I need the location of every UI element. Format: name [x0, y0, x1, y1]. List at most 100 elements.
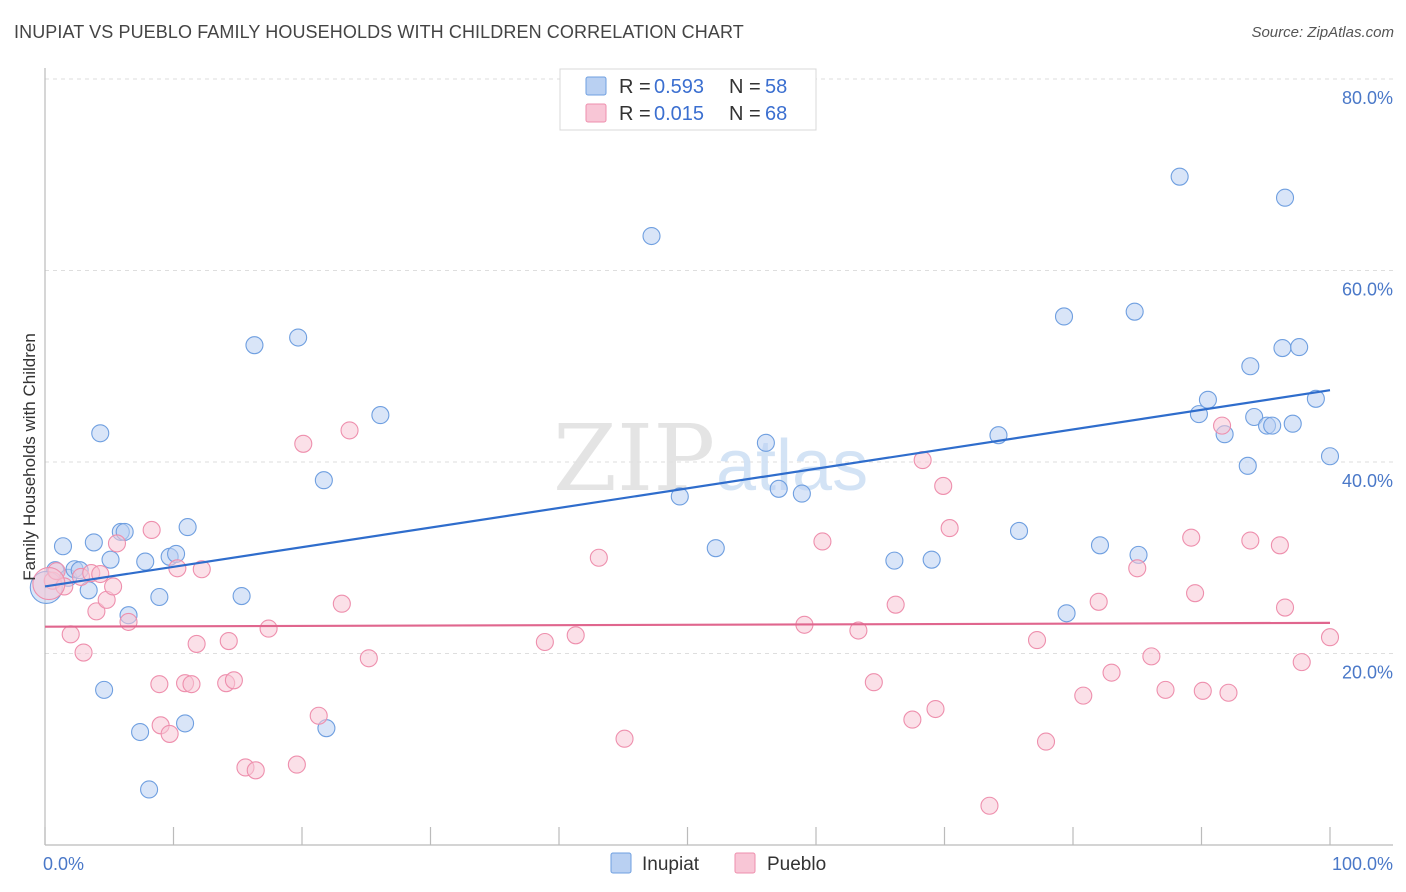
point-pueblo [980, 796, 999, 815]
trend-line-inupiat [44, 389, 1331, 588]
point-inupiat [140, 780, 159, 799]
point-inupiat [922, 550, 941, 569]
point-inupiat [178, 518, 197, 537]
trend-layer [44, 389, 1331, 628]
point-inupiat [91, 424, 110, 443]
point-pueblo [74, 643, 93, 662]
point-inupiat [756, 433, 775, 452]
point-pueblo [1036, 732, 1056, 751]
point-pueblo [940, 519, 959, 538]
legend-n-label-pueblo: N = [729, 103, 761, 125]
watermark: ZIP atlas [553, 405, 868, 512]
point-inupiat [1238, 456, 1257, 475]
point-pueblo [294, 434, 313, 453]
legend-r-label-pueblo: R = [619, 103, 651, 125]
legend-r-value-inupiat: 0.593 [654, 76, 704, 98]
point-inupiat [885, 551, 904, 570]
point-inupiat [1198, 390, 1217, 409]
point-inupiat [1009, 521, 1029, 540]
point-inupiat [1290, 338, 1309, 357]
point-pueblo [107, 534, 127, 553]
point-inupiat [1275, 188, 1295, 207]
point-pueblo [1074, 686, 1093, 705]
y-tick-label: 20.0% [1342, 663, 1393, 683]
point-inupiat [1320, 447, 1340, 466]
point-pueblo [332, 594, 351, 613]
point-pueblo [1027, 631, 1047, 650]
bottom-legend-label-inupiat: Inupiat [642, 854, 700, 875]
point-inupiat [245, 336, 264, 355]
legend-r-label-inupiat: R = [619, 76, 651, 98]
point-pueblo [61, 625, 80, 644]
point-inupiat [101, 550, 120, 569]
point-pueblo [142, 520, 161, 540]
point-pueblo [1102, 663, 1121, 682]
y-tick-label: 40.0% [1342, 471, 1393, 491]
trend-line-pueblo [44, 621, 1331, 628]
point-inupiat [670, 487, 689, 506]
point-pueblo [1270, 536, 1289, 555]
axis-layer: 20.0% 40.0% 60.0% 80.0% 0.0% 100.0% [43, 68, 1393, 874]
point-pueblo [1128, 559, 1147, 578]
point-inupiat [1283, 414, 1302, 433]
point-pueblo [259, 619, 278, 638]
point-pueblo [1089, 592, 1108, 611]
point-pueblo [160, 724, 179, 743]
point-pueblo [1156, 680, 1175, 699]
point-inupiat [176, 714, 195, 733]
points-layer [29, 167, 1340, 815]
legend-n-value-pueblo: 68 [765, 103, 787, 125]
point-pueblo [309, 706, 328, 725]
point-pueblo [246, 761, 265, 780]
point-pueblo [566, 626, 585, 645]
legend-n-label-inupiat: N = [729, 76, 761, 98]
point-pueblo [1193, 681, 1212, 700]
point-pueblo [104, 577, 123, 596]
point-pueblo [1213, 416, 1232, 435]
legend-n-value-inupiat: 58 [765, 76, 787, 98]
point-pueblo [849, 621, 868, 640]
bottom-legend-label-pueblo: Pueblo [767, 854, 826, 875]
point-inupiat [289, 328, 308, 347]
point-pueblo [168, 559, 187, 578]
point-inupiat [642, 226, 661, 246]
point-inupiat [314, 471, 333, 490]
legend-r-value-pueblo: 0.015 [654, 103, 704, 125]
point-inupiat [371, 406, 390, 425]
point-inupiat [232, 586, 251, 606]
point-pueblo [864, 673, 883, 692]
point-pueblo [934, 476, 953, 495]
point-inupiat [79, 581, 98, 600]
y-tick-label: 60.0% [1342, 280, 1393, 300]
x-tick-label-min: 0.0% [43, 854, 84, 874]
point-pueblo [192, 560, 211, 579]
bottom-legend-swatch-pueblo [734, 852, 756, 874]
point-pueblo [1219, 683, 1238, 702]
point-pueblo [615, 729, 634, 748]
point-pueblo [1186, 584, 1205, 603]
point-inupiat [150, 587, 169, 607]
y-axis-label: Family Households with Children [20, 333, 39, 581]
x-tick-label-max: 100.0% [1332, 854, 1393, 874]
point-pueblo [589, 548, 608, 567]
point-pueblo [150, 675, 169, 694]
legend-box: R = 0.593 N = 58 R = 0.015 N = 68 [559, 68, 817, 131]
point-inupiat [1306, 389, 1325, 408]
point-pueblo [1292, 653, 1311, 672]
point-inupiat [53, 537, 73, 556]
chart-title: INUPIAT VS PUEBLO FAMILY HOUSEHOLDS WITH… [14, 22, 744, 42]
watermark-atlas: atlas [716, 426, 868, 506]
y-tick-label: 80.0% [1342, 88, 1393, 108]
point-inupiat [1054, 307, 1074, 326]
point-pueblo [287, 755, 306, 774]
legend-swatch-pueblo [585, 103, 607, 123]
point-inupiat [792, 484, 811, 503]
point-pueblo [926, 699, 945, 719]
point-inupiat [1090, 536, 1110, 555]
point-pueblo [224, 671, 243, 690]
point-pueblo [1275, 598, 1295, 617]
chart-source: Source: ZipAtlas.com [1251, 24, 1394, 41]
point-inupiat [706, 539, 725, 558]
point-pueblo [1241, 531, 1260, 550]
